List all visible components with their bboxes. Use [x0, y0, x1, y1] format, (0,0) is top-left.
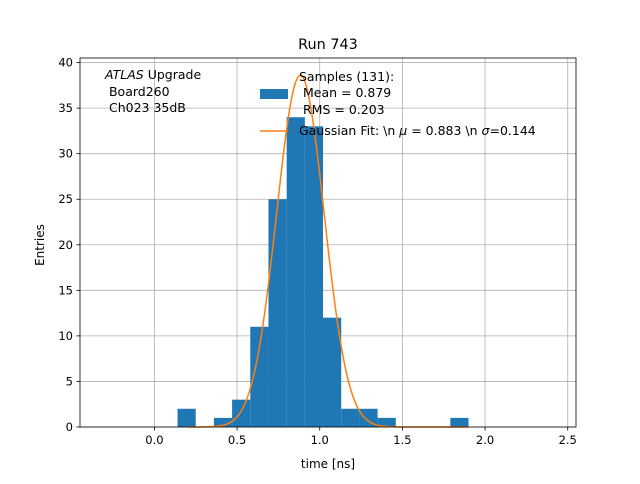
histogram-bar — [268, 199, 287, 427]
histogram-bar — [323, 317, 342, 427]
legend: Samples (131): Mean = 0.879 RMS = 0.203 … — [260, 69, 536, 138]
histogram-bar — [286, 117, 305, 427]
x-axis-label: time [ns] — [301, 457, 355, 471]
histogram-bar — [304, 126, 324, 427]
y-tick-label: 30 — [58, 147, 73, 161]
legend-hist-line-3: RMS = 0.203 — [303, 102, 385, 117]
y-tick-label: 0 — [66, 420, 73, 434]
annotation-line-1: ATLAS Upgrade — [104, 67, 201, 82]
histogram-bar — [450, 417, 469, 427]
histogram-bar — [177, 408, 196, 427]
legend-fit-text-1: Gaussian Fit: \n — [299, 123, 399, 138]
histogram-bars — [177, 117, 469, 427]
histogram-bar — [250, 326, 269, 427]
y-tick-label: 40 — [58, 56, 73, 70]
legend-fit-label: Gaussian Fit: \n μ = 0.883 \n σ=0.144 — [299, 123, 536, 138]
legend-fit-sigma: σ — [482, 123, 491, 138]
x-tick-label: 2.0 — [476, 433, 494, 447]
legend-fit-text-2: = 0.883 \n — [407, 123, 481, 138]
y-tick-label: 25 — [58, 192, 73, 206]
chart-title: Run 743 — [298, 37, 358, 53]
atlas-annotation: ATLAS Upgrade Board260 Ch023 35dB — [104, 67, 201, 115]
x-tick-label: 2.5 — [559, 433, 577, 447]
annotation-upgrade: Upgrade — [144, 67, 202, 82]
annotation-line-2: Board260 — [105, 84, 170, 99]
annotation-line-3: Ch023 35dB — [105, 100, 186, 115]
x-tick-label: 1.0 — [311, 433, 329, 447]
x-tick-label: 0.5 — [228, 433, 246, 447]
y-tick-label: 10 — [58, 329, 73, 343]
histogram-bar — [359, 408, 378, 427]
axes-frame — [79, 57, 577, 428]
legend-fit-mu: μ — [398, 123, 407, 138]
histogram-bar — [232, 399, 251, 427]
x-tick-label: 0.0 — [145, 433, 163, 447]
legend-hist-line-1: Samples (131): — [299, 69, 394, 84]
annotation-atlas: ATLAS — [104, 67, 144, 82]
axis-ticks: 0.0 0.5 1.0 1.5 2.0 2.5 0 5 10 15 20 25 30 35 40 — [58, 56, 577, 447]
legend-hist-swatch — [260, 89, 288, 99]
histogram-bar — [377, 417, 396, 427]
legend-hist-line-2: Mean = 0.879 — [303, 85, 391, 100]
histogram-bar — [213, 417, 233, 427]
legend-fit-text-3: =0.144 — [489, 123, 535, 138]
y-tick-label: 20 — [58, 238, 73, 252]
histogram-bar — [341, 408, 360, 427]
y-axis-label: Entries — [33, 224, 47, 266]
x-tick-label: 1.5 — [393, 433, 411, 447]
y-tick-label: 35 — [58, 101, 73, 115]
y-tick-label: 15 — [58, 283, 73, 297]
y-tick-label: 5 — [66, 374, 73, 388]
